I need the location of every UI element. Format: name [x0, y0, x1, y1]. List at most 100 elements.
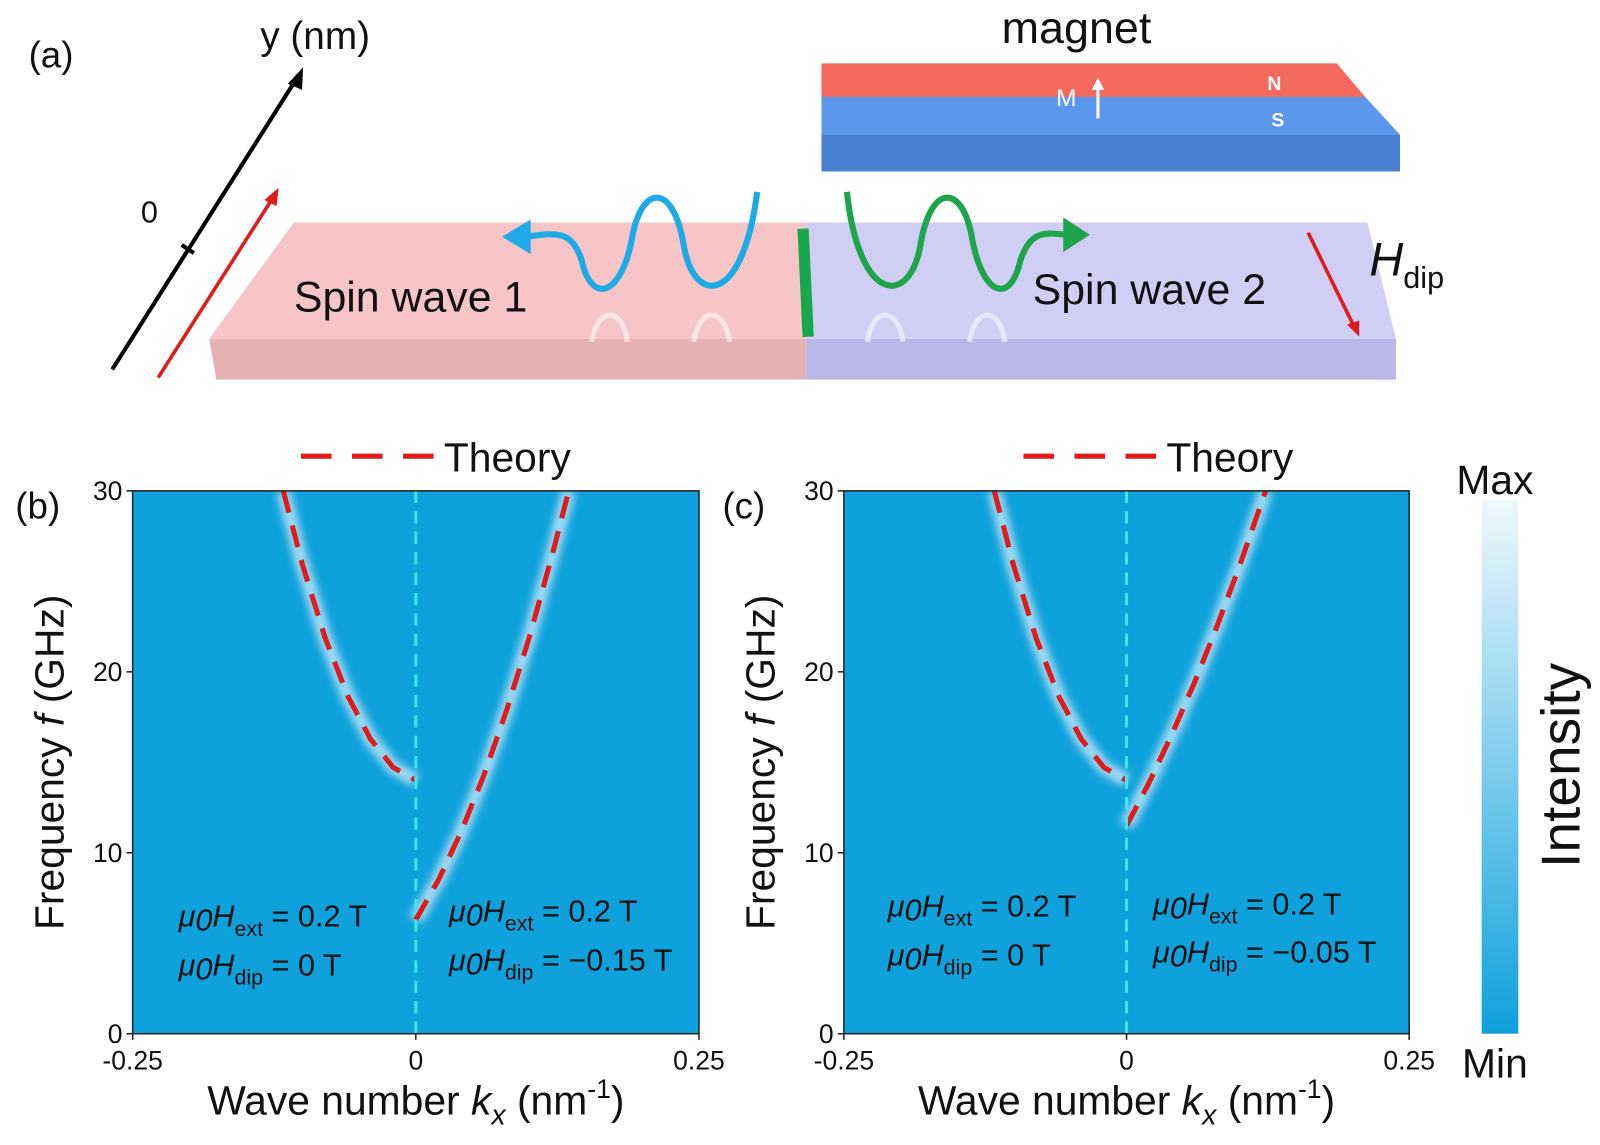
axis-tick: [180, 243, 196, 255]
x-tick-label: 0.25: [1383, 1045, 1435, 1075]
arrowhead: [1091, 77, 1105, 90]
schematic: (a) y (nm) 0 magnet M N S Spin wave 1 Sp…: [29, 2, 1444, 380]
ann-mu: μ: [887, 938, 905, 972]
ann-mu: μ: [448, 943, 466, 977]
theory-line: [280, 490, 572, 922]
y-tick-label: 20: [804, 657, 833, 687]
ann-h-sub: ext: [234, 917, 263, 941]
ann-h: H: [483, 894, 506, 928]
wave-reflection: [589, 312, 1008, 343]
colorbar-label: Intensity: [1530, 662, 1592, 868]
x-tick-label: -0.25: [814, 1045, 874, 1075]
hdip-h: H: [1369, 234, 1403, 286]
magnet-north: [821, 63, 1366, 97]
ann-mu: μ: [448, 894, 466, 928]
arrowhead: [1346, 320, 1360, 337]
label-text: Wave number: [918, 1077, 1182, 1123]
annotation: μ0Hdip = 0 T: [887, 938, 1051, 979]
annotation: μ0Hext = 0.2 T: [178, 900, 368, 941]
label-text: Wave number: [207, 1077, 471, 1123]
ann-mu-sub: 0: [195, 904, 212, 938]
legend-label: Theory: [444, 434, 572, 480]
colorbar: [1481, 500, 1519, 1034]
spin-wave-2: [843, 191, 1067, 292]
y-axis-arrow: [110, 78, 298, 371]
x-axis-label: Wave number kx (nm-1): [207, 1074, 624, 1132]
ann-rest: = 0 T: [972, 938, 1051, 972]
ann-mu-sub: 0: [1170, 939, 1187, 973]
m-label: M: [1056, 85, 1076, 112]
y-tick-label: 0: [819, 1019, 834, 1049]
panel-label: (a): [29, 34, 74, 75]
ann-mu: μ: [1152, 887, 1170, 921]
colorbar-max: Max: [1456, 457, 1533, 503]
ann-mu: μ: [887, 889, 905, 923]
label-unit: (GHz): [737, 595, 783, 715]
label-unit: (GHz): [26, 595, 72, 715]
ann-mu: μ: [178, 900, 196, 934]
ann-mu-sub: 0: [905, 942, 922, 976]
hdip-label: Hdip: [1369, 234, 1444, 295]
ann-h-sub: ext: [1209, 905, 1238, 929]
ann-h-sub: dip: [944, 956, 973, 980]
ann-rest: = −0.15 T: [533, 943, 672, 977]
label-var: f: [737, 711, 783, 726]
annotation: μ0Hdip = −0.15 T: [448, 943, 672, 984]
ann-rest: = 0 T: [263, 949, 342, 983]
wave-label: Spin wave 1: [294, 273, 527, 321]
ann-rest: = −0.05 T: [1238, 935, 1377, 969]
x-tick-label: 0: [1119, 1045, 1134, 1075]
ann-h: H: [922, 889, 945, 923]
waveguide-top-1: [209, 222, 807, 339]
ann-mu-sub: 0: [466, 948, 483, 982]
n-label: N: [1267, 73, 1281, 95]
waveguide-top-2: [806, 222, 1396, 339]
y-tick-label: 20: [93, 657, 123, 687]
ann-h: H: [1187, 935, 1210, 969]
ann-rest: = 0.2 T: [1238, 887, 1342, 921]
x-tick-label: 0.25: [673, 1045, 725, 1075]
label-var: k: [1182, 1077, 1205, 1123]
label-close: ): [611, 1077, 625, 1123]
label-text: Frequency: [737, 726, 783, 930]
label-sup: -1: [1298, 1074, 1322, 1104]
x-tick-label: -0.25: [102, 1045, 162, 1075]
annotation: μ0Hdip = −0.05 T: [1152, 935, 1376, 976]
hdip-sub: dip: [1403, 261, 1444, 295]
ann-h-sub: dip: [1209, 952, 1238, 976]
hdip-arrow: [1306, 231, 1355, 326]
y-tick-label: 30: [804, 476, 833, 506]
ann-h-sub: ext: [944, 907, 973, 931]
ann-rest: = 0.2 T: [972, 889, 1076, 923]
annotation: μ0Hext = 0.2 T: [1152, 887, 1342, 928]
ann-rest: = 0.2 T: [263, 900, 367, 934]
arrowhead: [287, 67, 304, 90]
y-tick-label: 0: [108, 1019, 123, 1049]
label-unit: (nm: [1216, 1077, 1298, 1123]
y-tick-label: 10: [804, 838, 833, 868]
label-unit: (nm: [506, 1077, 588, 1123]
ann-mu-sub: 0: [466, 899, 483, 933]
annotation: μ0Hext = 0.2 T: [448, 894, 638, 935]
x-tick-label: 0: [408, 1045, 423, 1075]
ann-mu-sub: 0: [195, 953, 212, 987]
label-sup: -1: [587, 1074, 611, 1104]
arrowhead: [502, 219, 531, 255]
y-tick-label: 30: [93, 476, 123, 506]
ann-mu-sub: 0: [905, 893, 922, 927]
waveguide-front-2: [806, 338, 1396, 380]
wave-label: Spin wave 2: [1033, 266, 1266, 314]
ann-mu-sub: 0: [1170, 891, 1187, 925]
ann-h-sub: dip: [505, 961, 534, 985]
x-axis-label: Wave number kx (nm-1): [918, 1074, 1335, 1132]
magnet-label: magnet: [1002, 2, 1152, 53]
spin-wave-1: [525, 191, 761, 292]
panel-label: (c): [722, 485, 765, 526]
panel-label: (b): [15, 485, 60, 526]
waveguide-front-1: [209, 338, 807, 380]
ann-mu: μ: [1152, 935, 1170, 969]
annotation: μ0Hext = 0.2 T: [887, 889, 1077, 930]
y-axis-label: Frequency f (GHz): [26, 595, 72, 931]
red-arrow: [156, 199, 273, 379]
